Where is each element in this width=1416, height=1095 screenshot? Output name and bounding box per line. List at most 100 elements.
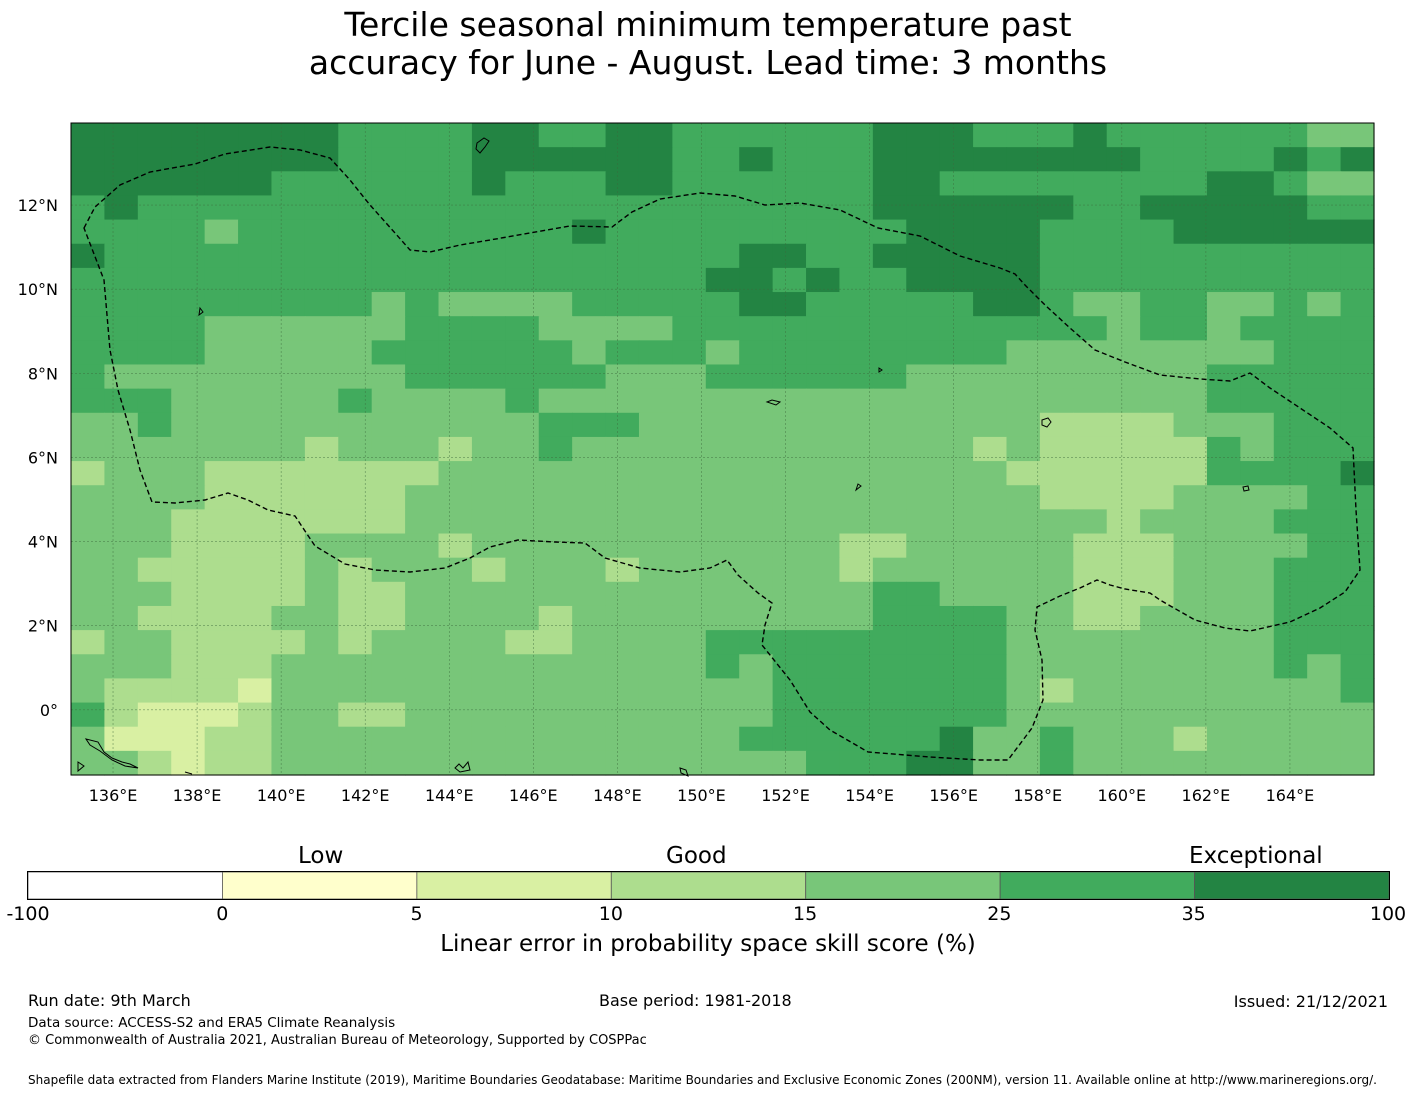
skill-cell (638, 316, 673, 341)
skill-cell (705, 678, 740, 704)
skill-cell (605, 509, 640, 535)
skill-cell (471, 267, 506, 293)
skill-cell (505, 630, 540, 655)
skill-cell (739, 436, 774, 462)
skill-cell (1173, 340, 1208, 366)
skill-cell (705, 267, 740, 293)
skill-cell (471, 316, 506, 341)
skill-cell (1307, 485, 1342, 510)
skill-cell (104, 195, 139, 221)
skill-cell (1273, 509, 1308, 535)
skill-cell (772, 557, 807, 583)
skill-cell (672, 726, 707, 752)
skill-cell (1073, 267, 1108, 293)
skill-cell (1206, 750, 1241, 776)
skill-cell (204, 702, 239, 728)
skill-cell (438, 436, 473, 462)
skill-cell (304, 412, 339, 438)
skill-cell (405, 340, 440, 366)
skill-cell (137, 702, 172, 728)
skill-cell (238, 219, 273, 245)
latitude-tick-label: 8°N (28, 364, 58, 383)
latitude-tick-label: 12°N (18, 196, 58, 215)
skill-cell (872, 267, 907, 293)
skill-cell (605, 581, 640, 607)
skill-cell (171, 750, 206, 776)
skill-cell (1240, 412, 1275, 438)
skill-cell (572, 292, 607, 317)
skill-cell (204, 630, 239, 655)
skill-cell (1173, 243, 1208, 269)
skill-cell (1073, 630, 1108, 655)
skill-cell (71, 557, 106, 583)
skill-cell (1039, 702, 1074, 728)
skill-cell (405, 750, 440, 776)
skill-cell (338, 123, 373, 148)
skill-cell (672, 267, 707, 293)
skill-cell (806, 292, 841, 317)
skill-cell (405, 702, 440, 728)
skill-cell (371, 388, 406, 414)
skill-cell (839, 605, 874, 631)
skill-cell (1340, 605, 1375, 631)
skill-cell (371, 316, 406, 341)
skill-cell (438, 340, 473, 366)
skill-cell (1206, 630, 1241, 655)
longitude-labels: 136°E 138°E 140°E 142°E 144°E 146°E 148°E 150°E… (89, 786, 1315, 805)
skill-cell (839, 364, 874, 390)
legend-tick-label: 35 (1181, 903, 1206, 925)
skill-cell (1206, 654, 1241, 680)
skill-cell (171, 461, 206, 486)
skill-cell (1307, 243, 1342, 269)
skill-cell (71, 533, 106, 559)
skill-cell (238, 123, 273, 148)
skill-cell (973, 630, 1008, 655)
skill-cell (705, 654, 740, 680)
skill-cell (1240, 726, 1275, 752)
skill-cell (672, 605, 707, 631)
skill-cell (672, 581, 707, 607)
skill-cell (1273, 219, 1308, 245)
skill-cell (1039, 388, 1074, 414)
skill-cell (1006, 364, 1041, 390)
skill-cell (371, 533, 406, 559)
skill-cell (638, 533, 673, 559)
skill-cell (705, 436, 740, 462)
skill-cell (471, 702, 506, 728)
skill-cell (1273, 485, 1308, 510)
skill-cell (605, 557, 640, 583)
skill-cell (872, 364, 907, 390)
skill-cell (71, 485, 106, 510)
skill-cell (271, 436, 306, 462)
skill-cell (973, 292, 1008, 317)
skill-cell (806, 340, 841, 366)
skill-cell (1240, 461, 1275, 486)
skill-cell (438, 316, 473, 341)
skill-cell (1173, 630, 1208, 655)
skill-cell (405, 219, 440, 245)
skill-cell (772, 219, 807, 245)
skill-cell (1273, 364, 1308, 390)
skill-cell (1307, 533, 1342, 559)
skill-cell (672, 219, 707, 245)
skill-cell (1307, 388, 1342, 414)
skill-cell (1006, 388, 1041, 414)
skill-cell (1039, 195, 1074, 221)
skill-cell (1206, 605, 1241, 631)
skill-cell (1006, 412, 1041, 438)
skill-cell (71, 195, 106, 221)
skill-cell (1307, 340, 1342, 366)
legend-tick-label: 10 (598, 903, 623, 925)
skill-cell (1206, 702, 1241, 728)
skill-cell (171, 533, 206, 559)
skill-cell (1039, 678, 1074, 704)
skill-cell (471, 292, 506, 317)
skill-cell (271, 581, 306, 607)
skill-cell (1140, 171, 1175, 197)
skill-cell (471, 605, 506, 631)
skill-cell (238, 726, 273, 752)
skill-cell (371, 581, 406, 607)
skill-cell (973, 557, 1008, 583)
skill-cell (1206, 219, 1241, 245)
skill-cell (1273, 243, 1308, 269)
